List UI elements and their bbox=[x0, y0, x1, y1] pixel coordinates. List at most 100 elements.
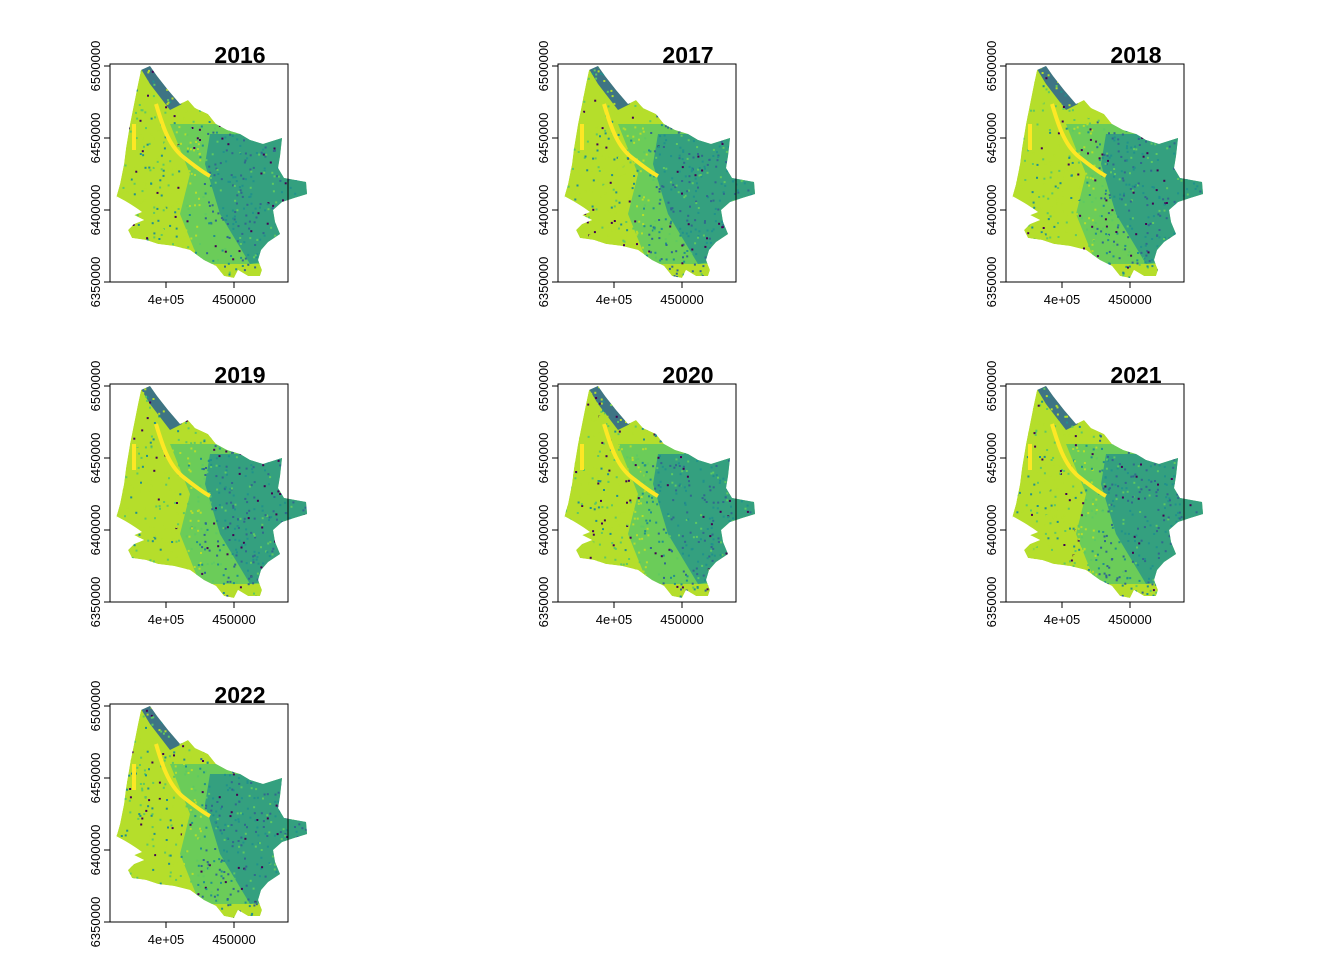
raster-pixel bbox=[1043, 174, 1045, 176]
raster-pixel bbox=[721, 113, 723, 115]
raster-pixel bbox=[227, 109, 229, 111]
raster-pixel bbox=[1159, 571, 1161, 573]
raster-pixel bbox=[713, 438, 715, 440]
raster-pixel bbox=[565, 71, 567, 73]
raster-pixel bbox=[1058, 170, 1060, 172]
raster-pixel bbox=[170, 168, 172, 170]
raster-pixel bbox=[297, 487, 299, 489]
raster-pixel bbox=[301, 233, 303, 235]
y-tick-label: 6500000 bbox=[538, 41, 551, 92]
raster-pixel bbox=[684, 85, 686, 87]
raster-pixel bbox=[664, 426, 666, 428]
raster-pixel bbox=[719, 200, 721, 202]
raster-pixel bbox=[622, 165, 624, 167]
raster-pixel bbox=[111, 512, 113, 514]
raster-pixel bbox=[248, 510, 250, 512]
raster-pixel bbox=[659, 99, 661, 101]
raster-pixel bbox=[187, 97, 189, 99]
raster-pixel bbox=[1136, 115, 1138, 117]
raster-pixel bbox=[576, 395, 578, 397]
raster-pixel bbox=[281, 541, 283, 543]
raster-pixel bbox=[708, 584, 710, 586]
raster-pixel bbox=[228, 455, 230, 457]
raster-pixel bbox=[1152, 116, 1154, 118]
raster-pixel bbox=[215, 182, 217, 184]
raster-pixel bbox=[110, 151, 112, 153]
raster-pixel bbox=[614, 506, 616, 508]
raster-pixel bbox=[140, 123, 142, 125]
raster-pixel bbox=[1086, 123, 1088, 125]
raster-pixel bbox=[157, 161, 159, 163]
raster-pixel bbox=[144, 507, 146, 509]
raster-pixel bbox=[1015, 250, 1017, 252]
raster-pixel bbox=[202, 464, 204, 466]
raster-pixel bbox=[1177, 512, 1179, 514]
raster-pixel bbox=[1013, 267, 1015, 269]
raster-pixel bbox=[188, 427, 190, 429]
raster-pixel bbox=[1172, 243, 1174, 245]
raster-pixel bbox=[1058, 252, 1060, 254]
raster-pixel bbox=[298, 544, 300, 546]
raster-pixel bbox=[636, 263, 638, 265]
raster-pixel bbox=[1117, 485, 1119, 487]
raster-pixel bbox=[634, 518, 636, 520]
raster-pixel bbox=[679, 445, 681, 447]
raster-pixel bbox=[289, 81, 291, 83]
raster-pixel bbox=[1091, 510, 1093, 512]
raster-pixel bbox=[670, 207, 672, 209]
raster-pixel bbox=[1135, 184, 1137, 186]
raster-pixel bbox=[1122, 177, 1124, 179]
raster-pixel bbox=[755, 586, 757, 588]
raster-pixel bbox=[1151, 238, 1153, 240]
raster-pixel bbox=[1050, 124, 1052, 126]
raster-pixel bbox=[1040, 244, 1042, 246]
raster-pixel bbox=[119, 169, 121, 171]
raster-pixel bbox=[226, 469, 228, 471]
raster-pixel bbox=[237, 423, 239, 425]
raster-pixel bbox=[1157, 213, 1159, 215]
raster-pixel bbox=[1043, 178, 1045, 180]
raster-pixel bbox=[702, 123, 704, 125]
raster-pixel bbox=[239, 250, 241, 252]
raster-pixel bbox=[272, 455, 274, 457]
raster-pixel bbox=[613, 103, 615, 105]
raster-pixel bbox=[1016, 444, 1018, 446]
raster-pixel bbox=[190, 487, 192, 489]
raster-pixel bbox=[1037, 259, 1039, 261]
raster-pixel bbox=[678, 191, 680, 193]
raster-pixel bbox=[1188, 118, 1190, 120]
raster-pixel bbox=[558, 156, 560, 158]
raster-pixel bbox=[147, 95, 149, 97]
raster-pixel bbox=[682, 547, 684, 549]
raster-pixel bbox=[622, 533, 624, 535]
raster-pixel bbox=[245, 258, 247, 260]
raster-pixel bbox=[568, 107, 570, 109]
raster-pixel bbox=[121, 428, 123, 430]
raster-pixel bbox=[307, 514, 309, 516]
raster-pixel bbox=[1107, 155, 1109, 157]
raster-pixel bbox=[112, 570, 114, 572]
raster-pixel bbox=[730, 251, 732, 253]
raster-pixel bbox=[748, 150, 750, 152]
raster-pixel bbox=[289, 586, 291, 588]
raster-pixel bbox=[661, 124, 663, 126]
raster-pixel bbox=[188, 469, 190, 471]
raster-pixel bbox=[1191, 121, 1193, 123]
raster-pixel bbox=[119, 449, 121, 451]
y-tick-label: 6400000 bbox=[538, 185, 551, 236]
raster-pixel bbox=[595, 419, 597, 421]
raster-pixel bbox=[674, 275, 676, 277]
raster-pixel bbox=[122, 473, 124, 475]
raster-pixel bbox=[673, 259, 675, 261]
raster-pixel bbox=[1171, 132, 1173, 134]
raster-pixel bbox=[595, 74, 597, 76]
raster-pixel bbox=[1165, 277, 1167, 279]
raster-pixel bbox=[237, 518, 239, 520]
raster-pixel bbox=[162, 267, 164, 269]
raster-pixel bbox=[205, 522, 207, 524]
raster-pixel bbox=[592, 477, 594, 479]
raster-pixel bbox=[618, 444, 620, 446]
raster-pixel bbox=[611, 504, 613, 506]
raster-pixel bbox=[1191, 107, 1193, 109]
raster-pixel bbox=[1069, 110, 1071, 112]
